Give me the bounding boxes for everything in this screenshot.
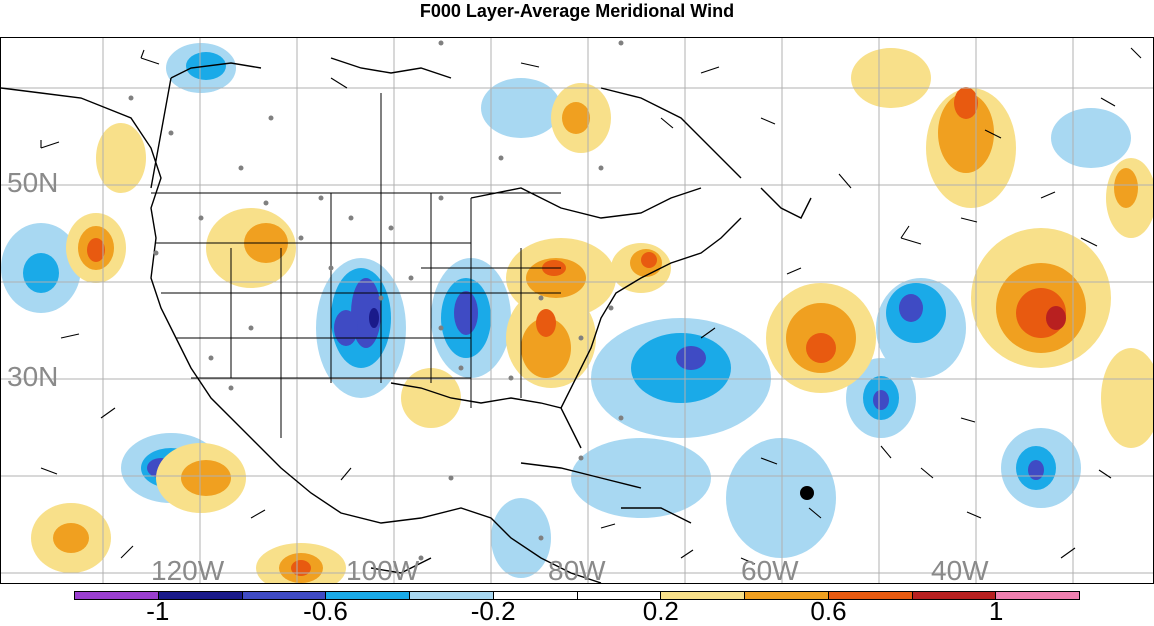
contour-positive [96,123,146,193]
contour-negative [1051,108,1131,168]
contour-positive [536,309,556,337]
lon-label-80w: 80W [548,555,606,584]
contour-positive [938,93,994,173]
contour-negative [873,390,889,410]
filled-circle-icon [800,486,814,500]
contour-positive [87,238,105,262]
contour-positive [401,368,461,428]
contour-negative [481,78,561,138]
colorbar-label: -1 [146,596,170,626]
contour-positive [1114,168,1138,208]
colorbar-segment [326,592,410,599]
contour-positive [851,48,931,108]
contour-negative [899,294,923,322]
contour-negative [631,333,731,403]
contour-negative [454,291,478,335]
contour-negative [676,346,706,370]
contour-negative [351,278,381,348]
contour-positive [562,102,590,134]
contour-negative [369,308,379,328]
contour-positive [1046,306,1066,330]
contour-negative [491,498,551,578]
colorbar-segment [912,592,997,599]
lon-label-60w: 60W [741,555,799,584]
colorbar-segment [661,592,745,599]
colorbar [74,591,1080,600]
colorbar-segment [75,592,159,599]
lon-label-120w: 120W [151,555,225,584]
contour-positive [53,523,89,553]
colorbar-label: 0.6 [810,596,847,626]
colorbar-label: -0.2 [470,596,516,626]
observation-points [128,40,624,561]
contour-positive [291,560,311,576]
lon-label-40w: 40W [931,555,989,584]
contour-negative [571,438,711,518]
colorbar-label: 1 [988,596,1004,626]
contour-positive [641,252,657,268]
lat-label-50n: 50N [7,167,59,198]
colorbar-segment [577,592,662,599]
contour-negative [726,438,836,558]
graticule [1,38,1153,583]
colorbar-segment [493,592,578,599]
colorbar-segment [996,592,1079,599]
coastlines [1,57,812,583]
colorbar-segment [828,592,913,599]
contour-negative [334,310,358,346]
contour-field [1,43,1153,583]
contour-positive [1101,348,1153,448]
map-panel: 50N 30N 120W 100W 80W 60W 40W [0,37,1154,584]
colorbar-label: 0.2 [642,596,679,626]
contour-negative [1028,460,1044,480]
map-canvas [1,38,1153,583]
colorbar-segment [242,592,327,599]
contour-positive [521,318,571,378]
map-title: F000 Layer-Average Meridional Wind [419,1,735,21]
contour-positive [181,460,231,496]
colorbar-segment [745,592,829,599]
lon-label-100w: 100W [346,555,420,584]
wind-barbs [40,47,1142,565]
colorbar-segment [158,592,243,599]
contour-negative [23,253,59,293]
state-borders [151,93,561,438]
colorbar-label: -0.6 [303,596,348,626]
lat-label-30n: 30N [7,361,59,392]
contour-positive [954,87,978,119]
colorbar-segment [410,592,494,599]
contour-positive [806,333,836,363]
